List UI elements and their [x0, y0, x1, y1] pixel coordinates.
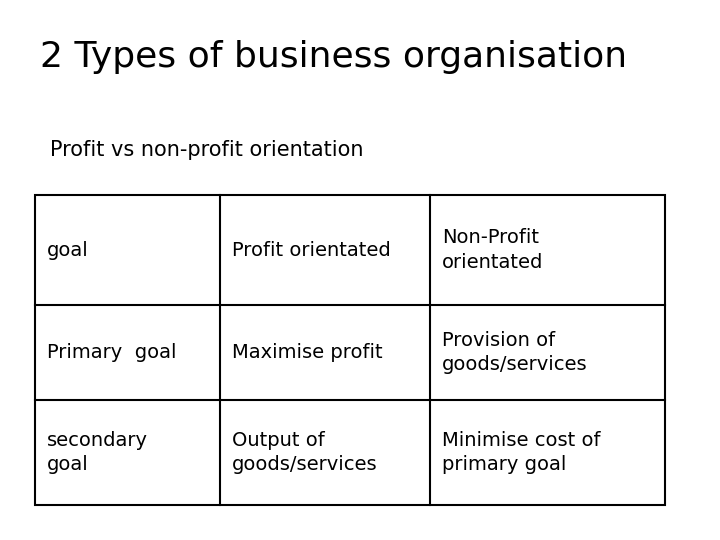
Text: Output of
goods/services: Output of goods/services — [232, 431, 377, 474]
Text: Profit orientated: Profit orientated — [232, 240, 391, 260]
Text: Profit vs non-profit orientation: Profit vs non-profit orientation — [50, 140, 364, 160]
Text: 2 Types of business organisation: 2 Types of business organisation — [40, 40, 627, 74]
Text: Primary  goal: Primary goal — [47, 343, 176, 362]
Text: Maximise profit: Maximise profit — [232, 343, 382, 362]
Text: Provision of
goods/services: Provision of goods/services — [442, 331, 588, 374]
Text: Minimise cost of
primary goal: Minimise cost of primary goal — [442, 431, 600, 474]
Text: Non-Profit
orientated: Non-Profit orientated — [442, 228, 544, 272]
Text: secondary
goal: secondary goal — [47, 431, 148, 474]
Bar — [35, 195, 665, 505]
Text: goal: goal — [47, 240, 89, 260]
